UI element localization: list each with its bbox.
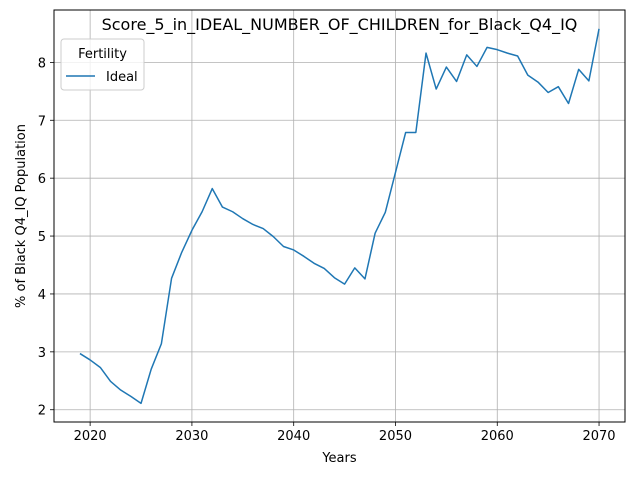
data-point [394, 171, 397, 174]
data-point [160, 342, 163, 345]
legend-box [60, 38, 145, 91]
data-point [363, 277, 366, 280]
data-point [577, 68, 580, 71]
data-point [526, 74, 529, 77]
data-point [241, 217, 244, 220]
data-point [598, 27, 601, 30]
axes-frame [53, 9, 626, 423]
data-point [506, 52, 509, 55]
data-point [109, 380, 112, 383]
data-point [547, 91, 550, 94]
x-axis-label: Years [321, 451, 357, 466]
data-point [89, 358, 92, 361]
x-axis-ticks: 2020 2030 2040 2050 2060 2070 [74, 422, 616, 444]
data-point [150, 368, 153, 371]
data-point [587, 79, 590, 82]
data-point [129, 395, 132, 398]
data-point [180, 251, 183, 254]
y-axis-ticks: 2 3 4 5 6 7 8 [38, 56, 54, 419]
series-line-ideal [79, 28, 600, 405]
data-point [302, 255, 305, 258]
x-tick-label: 2060 [481, 429, 514, 444]
data-point [425, 52, 428, 55]
data-point [323, 267, 326, 270]
data-point [374, 232, 377, 235]
data-point [221, 206, 224, 209]
y-tick-label: 5 [38, 230, 46, 245]
data-point [414, 131, 417, 134]
data-point [536, 81, 539, 84]
data-point [435, 88, 438, 91]
x-tick-label: 2020 [74, 429, 107, 444]
data-point [465, 53, 468, 56]
data-point [282, 245, 285, 248]
grid-lines [54, 10, 625, 422]
legend: Fertility Ideal [60, 38, 145, 91]
x-tick-label: 2050 [379, 429, 412, 444]
series-layer [78, 27, 601, 405]
data-point [272, 235, 275, 238]
data-point [486, 46, 489, 49]
data-point [99, 366, 102, 369]
y-tick-label: 4 [38, 288, 46, 303]
data-point [353, 266, 356, 269]
y-tick-label: 7 [38, 114, 46, 129]
data-point [262, 227, 265, 230]
legend-label-ideal: Ideal [106, 70, 138, 85]
data-point [190, 229, 193, 232]
data-point [445, 66, 448, 69]
x-tick-label: 2040 [277, 429, 310, 444]
data-point [343, 283, 346, 286]
data-point [140, 402, 143, 405]
data-point [211, 187, 214, 190]
data-point [313, 262, 316, 265]
x-tick-label: 2070 [582, 429, 615, 444]
data-point [292, 248, 295, 251]
data-point [567, 102, 570, 105]
data-point [496, 48, 499, 51]
y-tick-label: 3 [38, 346, 46, 361]
data-point [455, 80, 458, 83]
data-point [404, 131, 407, 134]
data-point [384, 211, 387, 214]
y-tick-label: 2 [38, 404, 46, 419]
y-axis-label: % of Black Q4_IQ Population [14, 124, 29, 308]
data-point [119, 389, 122, 392]
data-point [170, 277, 173, 280]
y-tick-label: 6 [38, 172, 46, 187]
data-point [475, 65, 478, 68]
data-point [557, 85, 560, 88]
data-point [231, 210, 234, 213]
data-point [78, 352, 81, 355]
data-point [516, 55, 519, 58]
data-point [201, 210, 204, 213]
y-tick-label: 8 [38, 56, 46, 71]
data-point [333, 276, 336, 279]
chart-title: Score_5_in_IDEAL_NUMBER_OF_CHILDREN_for_… [102, 15, 578, 35]
legend-title: Fertility [78, 47, 127, 62]
x-tick-label: 2030 [175, 429, 208, 444]
data-point [251, 223, 254, 226]
